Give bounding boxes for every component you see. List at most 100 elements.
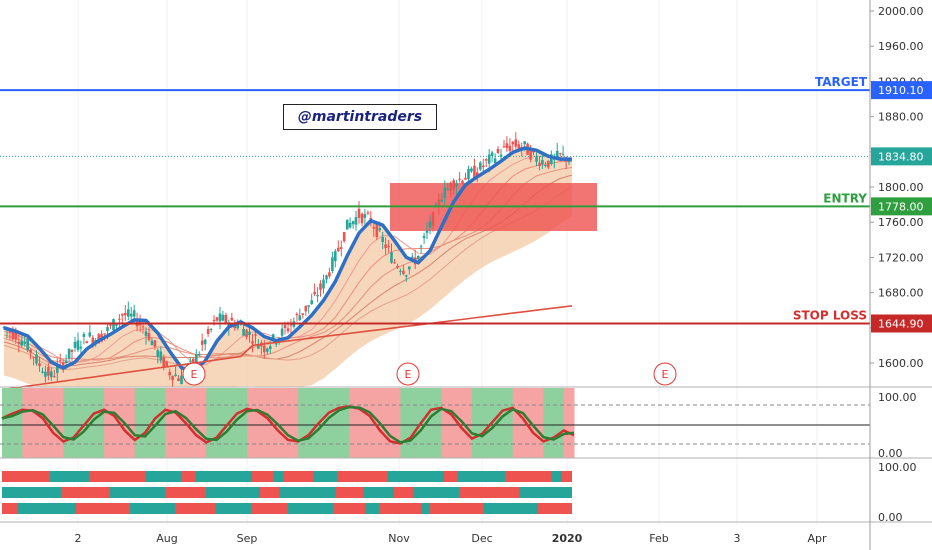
candle-body	[85, 341, 89, 344]
candle-body	[156, 350, 160, 357]
candle-body	[177, 378, 180, 381]
candle-body	[11, 330, 15, 340]
price-tick: 1720.00	[878, 251, 924, 264]
candle-body	[434, 204, 438, 206]
oscillator-background-segment	[379, 388, 391, 458]
candle-body	[319, 283, 322, 290]
earnings-marker[interactable]: E	[182, 362, 206, 386]
moving-average-line	[3, 146, 572, 374]
ribbon-line	[3, 185, 573, 371]
candle-body	[366, 212, 370, 214]
trend-bar-segment	[551, 471, 562, 482]
trend-bar-segment	[252, 471, 273, 482]
candle-body	[348, 222, 352, 228]
oscillator-tick-0: 0.00	[878, 447, 903, 460]
trend-bar-segment	[110, 487, 165, 498]
oscillator-background-segment	[288, 388, 299, 458]
trend-bar-segment	[17, 503, 76, 514]
candle-body	[342, 232, 346, 242]
candle-body	[449, 182, 452, 191]
time-tick: 3	[734, 532, 741, 545]
trend-bar-segment	[273, 471, 283, 482]
oscillator-background-segment	[339, 388, 350, 458]
candle-body	[517, 144, 521, 150]
candle-body	[505, 143, 509, 149]
candle-body	[70, 349, 74, 352]
candle-body	[496, 148, 500, 153]
candle-body	[280, 328, 284, 336]
oscillator-background-segment	[298, 388, 309, 458]
candle-body	[14, 332, 18, 340]
candle-body	[538, 162, 541, 167]
candle-body	[106, 327, 109, 332]
candle-body	[337, 247, 340, 252]
candle-body	[88, 332, 92, 337]
candle-body	[331, 257, 334, 271]
candle-body	[129, 313, 133, 317]
target-price-badge: 1910.10	[871, 81, 932, 100]
candle-body	[357, 208, 361, 218]
oscillator-background-segment	[431, 388, 442, 458]
earnings-marker[interactable]: E	[396, 362, 420, 386]
candle-body	[384, 244, 387, 249]
oscillator-background-segment	[236, 388, 248, 458]
trend-bar-segment	[2, 487, 61, 498]
candle-body	[547, 160, 550, 168]
oscillator-background-segment	[512, 388, 524, 458]
candle-body	[567, 160, 571, 163]
oscillator-background-segment	[563, 388, 575, 458]
candle-body	[464, 177, 467, 180]
candle-body	[64, 360, 68, 363]
trend-bar-segment	[562, 471, 572, 482]
earnings-marker[interactable]: E	[653, 362, 677, 386]
candle-body	[197, 354, 201, 356]
candle-body	[29, 349, 32, 353]
entry-price-badge: 1778.00	[871, 197, 932, 216]
candle-body	[396, 266, 399, 268]
candle-body	[44, 371, 47, 377]
candle-body	[274, 343, 278, 345]
candle-body	[20, 340, 23, 346]
candle-body	[502, 146, 506, 148]
stop-loss-label: STOP LOSS	[793, 308, 867, 322]
trend-bar-segment	[251, 503, 288, 514]
candle-body	[2, 326, 6, 328]
candle-body	[189, 360, 192, 362]
oscillator-background-segment	[277, 388, 289, 458]
candle-body	[47, 366, 50, 376]
trend-bar-segment	[279, 487, 336, 498]
svg-text:1644.90: 1644.90	[878, 317, 924, 330]
trend-bar-segment	[388, 471, 444, 482]
candle-body	[508, 145, 512, 151]
candle-body	[298, 315, 302, 321]
candle-body	[405, 275, 408, 277]
trend-bar-segment	[206, 487, 260, 498]
candle-body	[286, 328, 290, 332]
candle-body	[61, 362, 65, 370]
candle-body	[132, 310, 136, 317]
candle-body	[363, 214, 367, 218]
stop-loss-price-badge: 1644.90	[871, 314, 932, 333]
time-tick: Dec	[471, 532, 492, 545]
candle-body	[50, 371, 53, 377]
candle-body	[470, 168, 473, 172]
trend-bar-segment	[165, 487, 206, 498]
candle-body	[32, 357, 35, 359]
candle-body	[381, 236, 384, 242]
candle-body	[23, 342, 26, 344]
oscillator-background-segment	[155, 388, 166, 458]
candle-body	[147, 333, 151, 341]
candle-body	[141, 326, 145, 328]
oscillator-background-segment	[482, 388, 493, 458]
trend-bars-pane[interactable]	[2, 471, 572, 514]
candle-body	[399, 270, 402, 272]
trend-bar-segment	[175, 503, 215, 514]
candle-body	[73, 341, 77, 348]
candle-body	[402, 270, 405, 274]
oscillator-pane[interactable]	[0, 386, 932, 458]
time-axis[interactable]: 2 Aug Sep Nov Dec 2020 Feb 3 Apr	[75, 532, 827, 545]
candle-body	[58, 360, 62, 362]
candle-body	[310, 300, 313, 305]
candle-body	[218, 313, 222, 322]
